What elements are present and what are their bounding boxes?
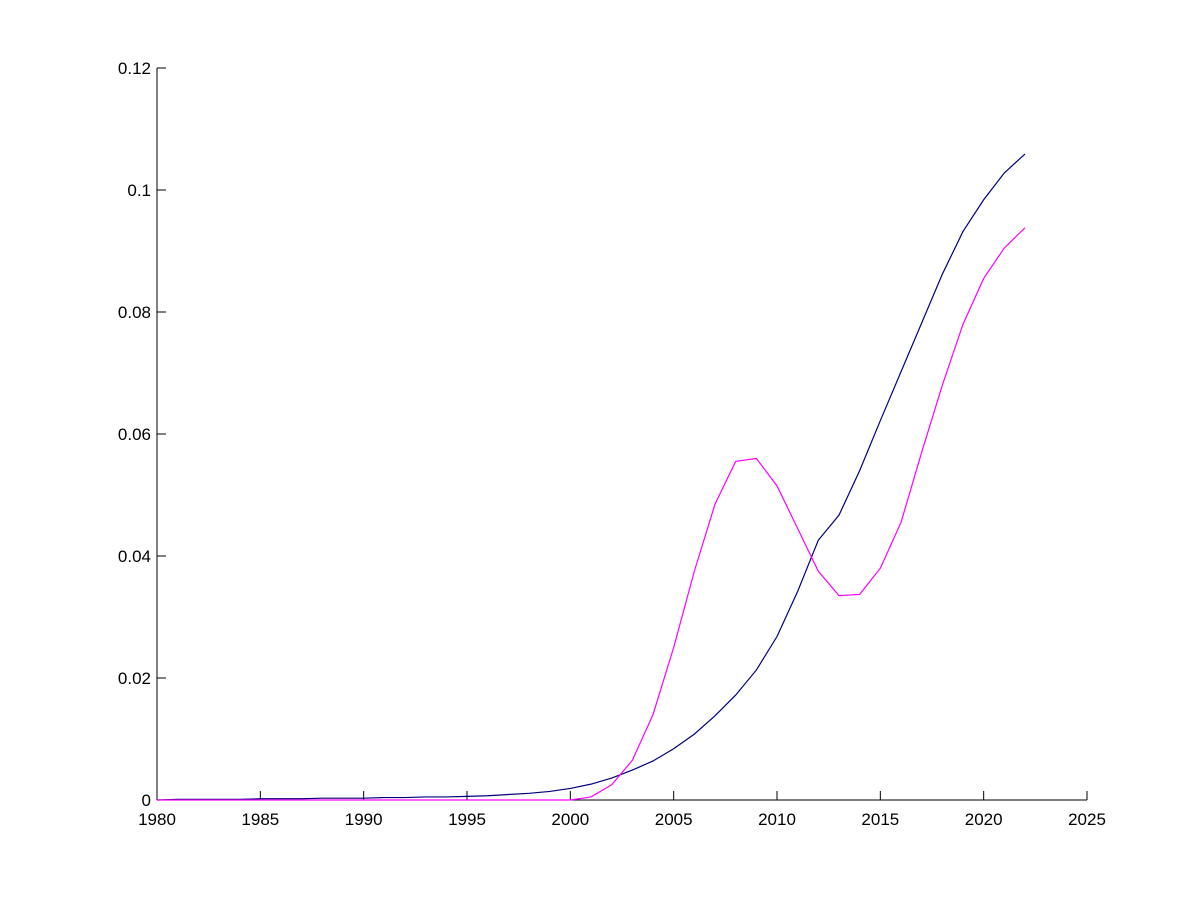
- x-tick-label: 1990: [345, 810, 383, 829]
- x-tick-label: 1995: [448, 810, 486, 829]
- y-tick-label: 0.06: [118, 425, 151, 444]
- y-tick-label: 0.02: [118, 669, 151, 688]
- data-line: [157, 227, 1026, 801]
- y-tick-label: 0.08: [118, 303, 151, 322]
- x-tick-label: 2000: [551, 810, 589, 829]
- x-tick-label: 2015: [861, 810, 899, 829]
- x-tick-label: 2020: [965, 810, 1003, 829]
- x-tick-label: 2010: [758, 810, 796, 829]
- y-tick-label: 0.1: [127, 181, 151, 200]
- x-tick-label: 1985: [241, 810, 279, 829]
- x-tick-label: 2005: [655, 810, 693, 829]
- y-tick-label: 0: [142, 791, 151, 810]
- y-tick-label: 0.04: [118, 547, 151, 566]
- x-tick-label: 1980: [138, 810, 176, 829]
- data-line: [156, 153, 1026, 801]
- x-tick-label: 2025: [1068, 810, 1106, 829]
- y-tick-label: 0.12: [118, 59, 151, 78]
